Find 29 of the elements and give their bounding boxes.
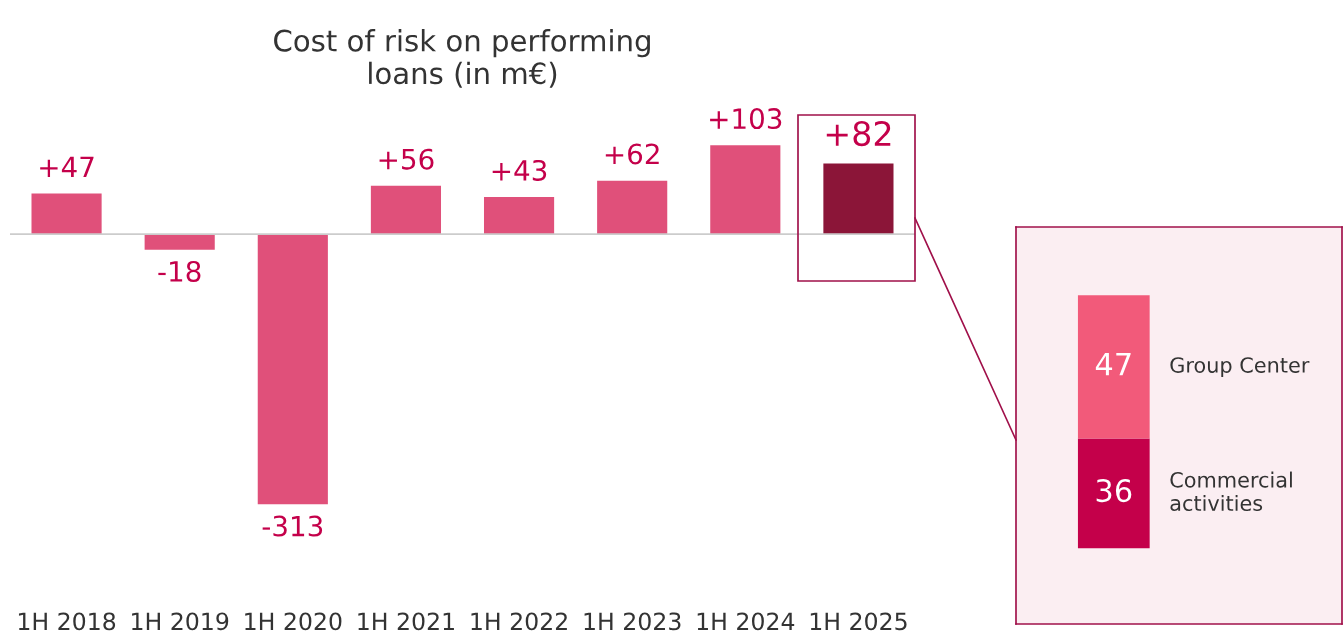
series-label: Commercial activities <box>1170 471 1292 512</box>
bar <box>597 180 668 235</box>
x-tick-label: 1H 2025 <box>810 612 907 631</box>
bar <box>483 197 555 235</box>
bar <box>710 145 781 235</box>
data-label: 47 <box>1095 353 1131 376</box>
data-label: +43 <box>492 159 547 181</box>
data-label: +82 <box>826 120 891 147</box>
data-label: +62 <box>605 143 659 165</box>
data-label: +103 <box>710 108 782 130</box>
x-tick-label: 1H 2020 <box>245 612 342 631</box>
x-tick-label: 1H 2023 <box>584 612 681 631</box>
bar <box>370 185 442 235</box>
data-label: -18 <box>158 260 201 282</box>
series-label: Group Center <box>1170 357 1310 377</box>
x-tick-label: 1H 2022 <box>471 612 567 631</box>
data-label: 36 <box>1096 479 1132 503</box>
data-label: +56 <box>379 148 434 170</box>
x-tick-label: 1H 2018 <box>18 612 116 631</box>
data-label: +47 <box>40 156 94 178</box>
bar <box>257 234 328 505</box>
data-label: -313 <box>262 515 323 537</box>
bar <box>31 193 102 235</box>
x-tick-label: 1H 2021 <box>358 612 454 631</box>
chart-title: Cost of risk on performing loans (in m€) <box>274 29 650 88</box>
bar <box>823 163 894 235</box>
x-tick-label: 1H 2024 <box>697 612 795 631</box>
x-tick-label: 1H 2019 <box>132 612 229 631</box>
bar <box>144 234 215 250</box>
